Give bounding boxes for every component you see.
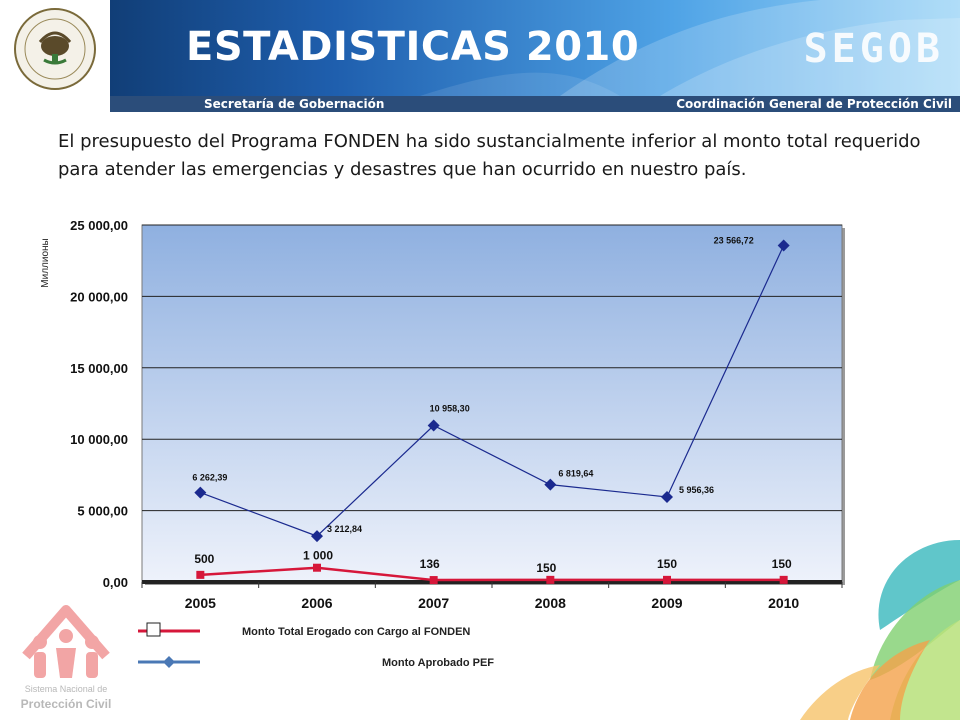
y-tick-label: 5 000,00: [77, 504, 128, 519]
intro-paragraph: El presupuesto del Programa FONDEN ha si…: [58, 131, 921, 180]
x-tick-label: 2008: [535, 595, 566, 611]
series-line-aprobado: [200, 245, 785, 537]
decorative-petals: [800, 540, 960, 720]
x-tick-label: 2007: [418, 595, 449, 611]
proteccion-civil-logo: Sistema Nacional de Protección Civil: [10, 596, 122, 720]
header-waves: [420, 0, 960, 96]
x-tick-label: 2009: [651, 595, 682, 611]
data-label-aprobado: 3 212,84: [327, 524, 362, 534]
caption-bar: Secretaría de Gobernación Coordinación G…: [110, 96, 960, 112]
data-label-erogado: 150: [772, 557, 792, 571]
legend-marker-aprobado: [163, 656, 175, 668]
data-point-aprobado: [311, 530, 323, 543]
data-label-erogado: 150: [536, 561, 556, 575]
data-point-erogado: [663, 575, 671, 584]
y-tick-label: 15 000,00: [70, 361, 128, 376]
data-point-erogado: [196, 570, 205, 579]
x-tick-label: 2006: [301, 595, 332, 611]
series-line-erogado: [200, 566, 784, 582]
data-point-aprobado: [777, 239, 790, 252]
data-point-aprobado: [194, 486, 207, 499]
mexico-seal-icon: [14, 8, 96, 90]
logo-caption: Sistema Nacional de: [24, 684, 108, 694]
y-axis-label: Миллионы: [40, 238, 51, 287]
data-point-aprobado: [661, 490, 673, 503]
ministry-caption: Secretaría de Gobernación: [204, 97, 385, 111]
data-point-aprobado: [544, 478, 557, 491]
data-label-aprobado: 23 566,72: [714, 235, 754, 245]
y-tick-label: 25 000,00: [70, 218, 128, 233]
data-point-aprobado: [427, 419, 440, 432]
legend-label-aprobado: Monto Aprobado PEF: [382, 657, 494, 669]
x-tick-label: 2005: [185, 595, 216, 611]
segob-logo: SEGOB: [803, 26, 944, 72]
y-tick-label: 10 000,00: [70, 432, 128, 447]
coordination-caption: Coordinación General de Protección Civil: [676, 97, 952, 111]
data-label-aprobado: 5 956,36: [679, 485, 714, 495]
y-tick-label: 0,00: [103, 575, 128, 590]
budget-line-chart: 0,00 5 000,00 10 000,00 15 000,00 20 000,00 2…: [40, 218, 845, 669]
data-label-aprobado: 6 819,64: [558, 469, 593, 479]
x-tick-label: 2010: [768, 595, 799, 611]
logo-name: Protección Civil: [20, 697, 112, 711]
legend-label-erogado: Monto Total Erogado con Cargo al FONDEN: [242, 626, 470, 638]
data-point-erogado: [313, 563, 321, 572]
y-tick-label: 20 000,00: [70, 289, 128, 304]
data-label-aprobado: 6 262,39: [192, 473, 227, 483]
seal-container: [0, 0, 110, 96]
proteccion-civil-icon: [22, 605, 110, 678]
data-label-aprobado: 10 958,30: [430, 404, 470, 414]
header-banner: ESTADISTICAS 2010 SEGOB: [0, 0, 960, 96]
data-label-erogado: 150: [657, 557, 677, 571]
data-label-erogado: 136: [420, 557, 440, 571]
page-title: ESTADISTICAS 2010: [186, 24, 640, 70]
data-point-erogado: [429, 576, 438, 585]
data-label-erogado: 500: [194, 552, 214, 566]
plot-area: [141, 224, 843, 583]
data-point-erogado: [779, 575, 788, 584]
legend-checkbox: [146, 622, 161, 637]
data-point-erogado: [546, 575, 555, 584]
data-label-erogado: 1 000: [303, 549, 333, 563]
